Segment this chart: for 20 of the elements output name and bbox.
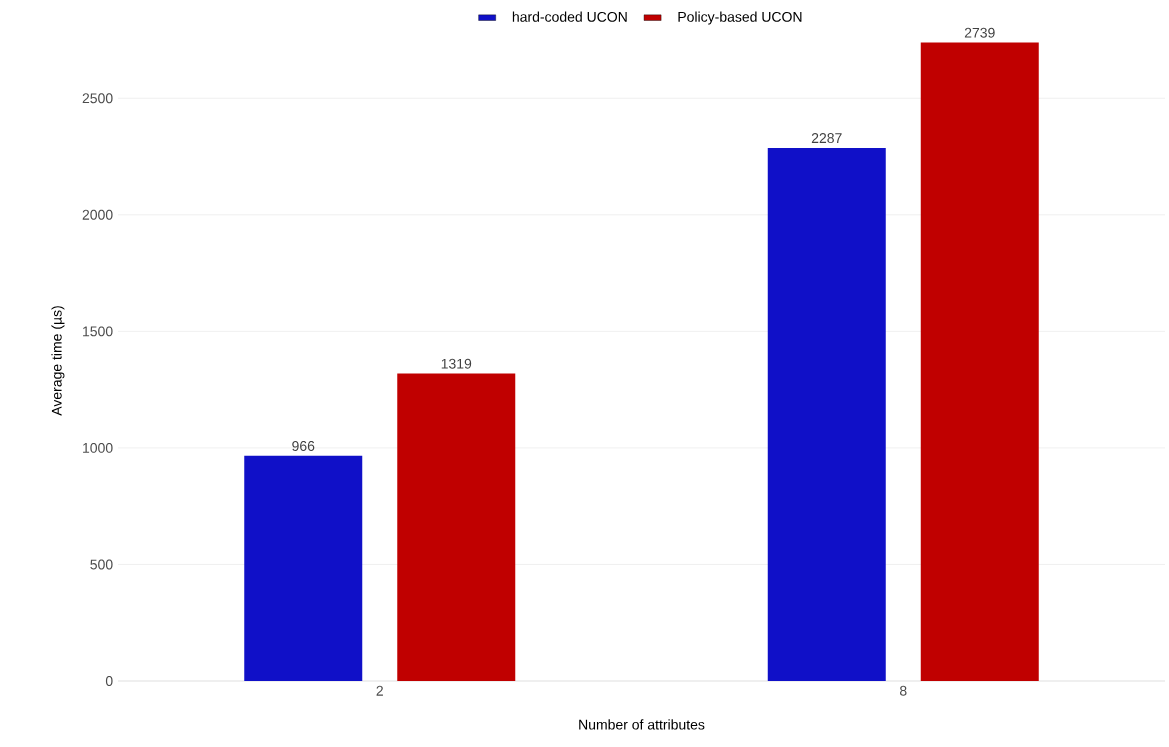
x-tick-label: 2 bbox=[376, 685, 383, 696]
y-tick-label: 2000 bbox=[82, 209, 113, 220]
legend-label: Policy-based UCON bbox=[678, 11, 802, 25]
bar bbox=[397, 373, 516, 681]
data-label: 1319 bbox=[441, 358, 472, 369]
y-tick-label: 1000 bbox=[83, 442, 113, 453]
y-tick-label: 2500 bbox=[82, 93, 113, 104]
bar bbox=[244, 455, 363, 681]
x-tick-label: 8 bbox=[899, 685, 907, 696]
data-label: 2287 bbox=[811, 133, 842, 144]
bar bbox=[920, 42, 1039, 681]
y-axis-title: Average time (µs) bbox=[51, 306, 65, 416]
data-label: 2739 bbox=[964, 27, 995, 38]
y-tick-label: 0 bbox=[105, 676, 113, 686]
bar bbox=[767, 147, 886, 681]
y-tick-label: 500 bbox=[90, 559, 113, 570]
data-label: 966 bbox=[292, 441, 315, 451]
x-axis-title: Number of attributes bbox=[579, 719, 705, 730]
y-tick-label: 1500 bbox=[83, 326, 113, 337]
legend-label: hard-coded UCON bbox=[512, 11, 627, 22]
